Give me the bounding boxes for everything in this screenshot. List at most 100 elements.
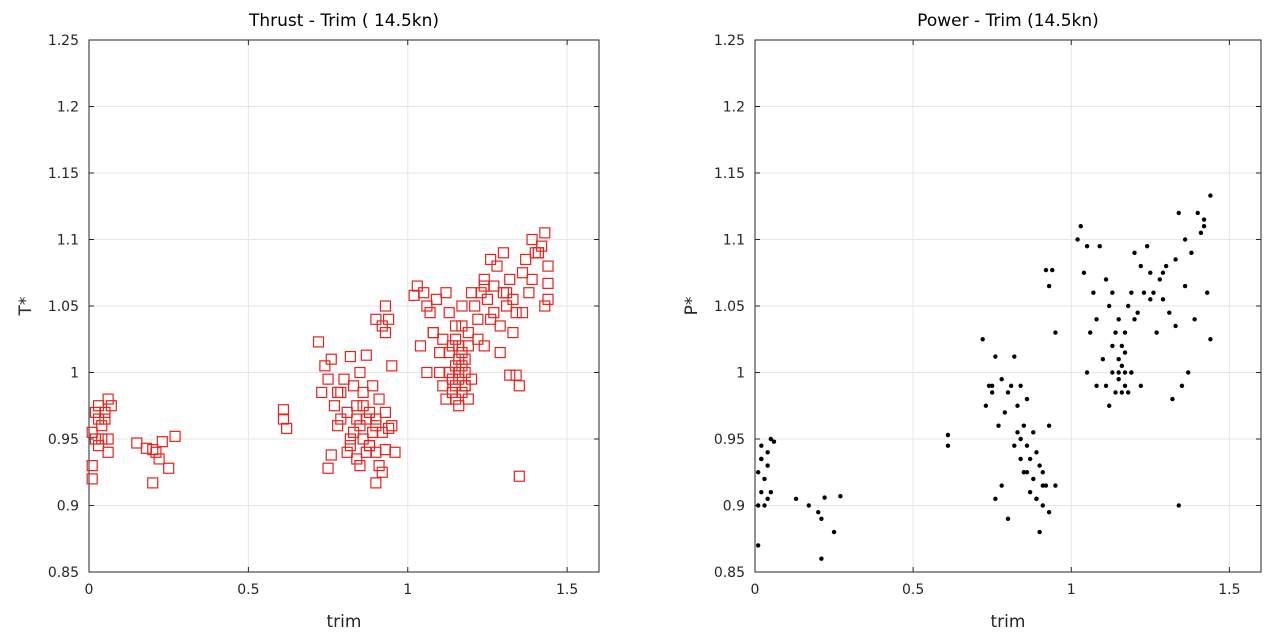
data-point <box>449 360 462 372</box>
data-point <box>367 380 379 392</box>
data-point <box>1103 383 1109 388</box>
data-point <box>520 253 532 266</box>
data-point <box>449 333 462 345</box>
data-point <box>481 293 494 305</box>
data-point <box>316 386 328 399</box>
data-point <box>96 433 108 445</box>
y-tick-label: 1.05 <box>714 299 745 315</box>
data-point <box>367 426 379 438</box>
data-point <box>453 400 465 412</box>
data-point <box>993 354 998 359</box>
data-point <box>89 406 101 418</box>
data-point <box>1050 267 1055 273</box>
data-point <box>1144 243 1150 249</box>
data-point <box>504 273 516 285</box>
data-point <box>1119 363 1125 369</box>
data-point <box>1040 470 1045 475</box>
data-point <box>322 462 334 474</box>
data-point <box>1088 330 1093 335</box>
data-point <box>1018 436 1023 442</box>
data-point <box>370 446 382 458</box>
data-point <box>1189 250 1194 255</box>
y-tick-label: 1.05 <box>48 299 79 315</box>
data-point <box>1163 263 1169 269</box>
y-tick-label: 1 <box>736 366 745 382</box>
data-point <box>456 360 468 372</box>
data-point <box>462 393 474 405</box>
y-tick-label: 1.1 <box>723 233 745 249</box>
data-point <box>163 462 175 474</box>
data-point <box>1024 470 1030 475</box>
data-point <box>759 456 764 462</box>
data-point <box>421 300 433 312</box>
data-point <box>462 340 474 352</box>
data-point <box>335 386 347 399</box>
data-point <box>363 440 376 452</box>
data-point <box>759 490 764 495</box>
data-point <box>459 366 471 379</box>
data-point <box>89 433 101 445</box>
data-point <box>325 353 337 365</box>
data-point <box>386 420 398 432</box>
data-point <box>102 446 114 458</box>
data-point <box>1107 303 1112 309</box>
data-point <box>370 420 382 432</box>
data-point <box>1186 370 1191 375</box>
data-point <box>1040 503 1045 508</box>
data-point <box>379 444 392 456</box>
data-point <box>322 373 334 385</box>
y-axis-label: T* <box>16 297 36 317</box>
data-point <box>440 393 452 405</box>
y-tick-label: 0.95 <box>48 432 79 448</box>
data-point <box>383 313 395 325</box>
data-point <box>363 406 376 418</box>
data-point <box>806 503 811 508</box>
data-point <box>376 466 388 478</box>
data-point <box>1107 403 1112 408</box>
data-point <box>488 307 500 319</box>
data-point <box>440 287 452 299</box>
data-point <box>1043 267 1049 273</box>
data-point <box>386 360 398 372</box>
data-point <box>446 373 458 385</box>
data-point <box>86 426 98 438</box>
data-point <box>1176 503 1181 508</box>
data-point <box>1154 330 1159 335</box>
data-point <box>1046 283 1052 289</box>
data-point <box>999 376 1004 382</box>
data-point <box>1037 463 1042 468</box>
data-point <box>465 287 478 299</box>
data-point <box>1046 423 1052 428</box>
data-point <box>542 293 554 305</box>
data-point <box>86 473 98 485</box>
data-point <box>443 346 455 359</box>
y-tick-label: 1.15 <box>714 166 745 182</box>
data-point <box>478 273 490 285</box>
data-point <box>526 233 538 246</box>
data-point <box>989 390 995 395</box>
data-point <box>344 440 356 452</box>
data-point <box>456 386 468 399</box>
data-point <box>1157 277 1163 282</box>
data-point <box>1167 310 1172 315</box>
data-point <box>497 247 509 259</box>
x-tick-label: 0.5 <box>902 582 924 598</box>
data-point <box>449 393 462 405</box>
data-point <box>497 287 509 299</box>
data-point <box>1037 529 1042 535</box>
data-point <box>523 287 535 299</box>
data-point <box>1116 357 1121 362</box>
data-point <box>1192 317 1197 322</box>
data-point <box>1040 483 1045 488</box>
data-point <box>96 420 108 432</box>
data-point <box>156 436 168 448</box>
data-point <box>1046 509 1052 515</box>
data-point <box>1008 383 1014 388</box>
data-point <box>1018 456 1023 462</box>
y-tick-label: 1.1 <box>57 233 79 249</box>
data-point <box>456 346 468 359</box>
data-point <box>456 300 468 312</box>
power-trim-chart: 0 0.5 1 1.5 0.85 0.9 0.95 1 1.05 1.1 1.15 1.2 1.25 Po… <box>682 11 1262 632</box>
data-point <box>1125 303 1131 309</box>
data-point <box>1119 390 1125 395</box>
